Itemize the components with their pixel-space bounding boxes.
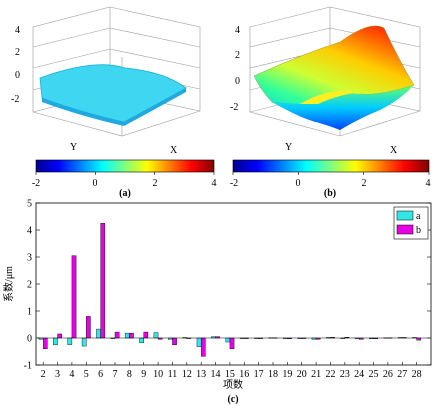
bar-b-2 (42, 337, 48, 350)
bar-b-13 (200, 337, 206, 357)
panel-b-colorbar-tick: -2 (230, 178, 238, 189)
x-tick-label: 27 (397, 369, 407, 380)
bar-b-11 (172, 337, 177, 345)
bar-a-13 (196, 337, 202, 347)
x-tick-label: 20 (297, 369, 307, 380)
legend-swatch-a (396, 210, 414, 221)
bar-a-3 (53, 337, 58, 345)
x-tick-label: 17 (254, 369, 264, 380)
x-tick-label: 7 (113, 369, 118, 380)
bar-b-9 (143, 331, 149, 339)
y-tick-label: 4 (27, 226, 32, 237)
panel-b-caption: (b) (324, 188, 336, 199)
x-tick-label: 5 (84, 369, 89, 380)
x-tick-label: 11 (168, 369, 178, 380)
panel-b-ztick: -2 (230, 102, 238, 113)
y-tick-label: 5 (27, 199, 32, 210)
panel-a-ztick: 2 (15, 47, 20, 58)
bar-a-6 (96, 328, 101, 339)
panel-b-surface-valley (272, 85, 414, 130)
surface-panel-a: 4 2 0 -2 Y X -2 0 2 4 (a) (11, 6, 217, 199)
panel-a-x-axis-label: X (170, 145, 178, 156)
bar-a-5 (81, 337, 87, 347)
bar-chart-x-axis-label: 项数 (223, 378, 243, 391)
x-tick-label: 4 (69, 369, 74, 380)
bar-chart-bars (38, 223, 422, 357)
x-tick-label: 19 (282, 369, 292, 380)
bar-b-4 (71, 255, 77, 339)
panel-b-ztick: 0 (235, 76, 240, 87)
bar-b-6 (100, 223, 106, 339)
panel-b-colorbar-tick: 0 (296, 178, 301, 189)
panel-a-ztick: 4 (15, 25, 20, 36)
panel-a-y-axis-label: Y (70, 142, 77, 153)
panel-a-colorbar-ticks (35, 172, 215, 175)
x-tick-label: 14 (211, 369, 221, 380)
panel-b-surface-ridge (300, 90, 362, 104)
bar-a-8 (124, 332, 130, 339)
panel-b-colorbar (232, 159, 430, 173)
panel-b-ztick: 2 (235, 50, 240, 61)
bar-b-3 (57, 333, 62, 339)
panel-b-x-axis-label: X (390, 145, 398, 156)
panel-a-colorbar-tick: 0 (93, 178, 98, 189)
x-tick-label: 24 (354, 369, 364, 380)
surface-panel-b: 4 2 0 -2 Y X -2 0 2 4 (b) (230, 6, 431, 199)
x-tick-label: 9 (141, 369, 146, 380)
bar-b-15 (229, 337, 235, 350)
panel-a-caption: (a) (119, 188, 131, 199)
x-tick-label: 16 (239, 369, 249, 380)
bar-a-15 (225, 337, 231, 343)
x-tick-label: 12 (182, 369, 192, 380)
x-tick-label: 15 (225, 369, 235, 380)
panel-a-surface (39, 64, 187, 123)
x-tick-label: 26 (383, 369, 393, 380)
x-tick-label: 18 (268, 369, 278, 380)
panel-a-colorbar (35, 159, 215, 173)
y-tick-label: 3 (27, 253, 32, 264)
panel-a-surface-edge (42, 88, 186, 126)
x-tick-label: 22 (325, 369, 335, 380)
x-tick-label: 21 (311, 369, 321, 380)
x-tick-label: 23 (340, 369, 350, 380)
bar-chart-legend: a b (393, 206, 429, 240)
panel-b-y-axis-label: Y (285, 142, 292, 153)
panel-a-ztick: 0 (15, 70, 20, 81)
panel-b-colorbar-tick: 2 (362, 178, 367, 189)
x-tick-label: 25 (369, 369, 379, 380)
legend-label-b: b (416, 225, 421, 236)
x-tick-label: 8 (127, 369, 132, 380)
legend-swatch-b (396, 224, 414, 235)
legend-label-a: a (416, 211, 421, 222)
x-tick-label: 13 (196, 369, 206, 380)
y-tick-label: 2 (27, 280, 32, 291)
y-tick-label: -1 (24, 361, 32, 372)
x-tick-label: 10 (153, 369, 163, 380)
y-tick-label: 1 (27, 307, 32, 318)
panel-b-colorbar-ticks (232, 172, 430, 175)
bar-b-7 (114, 331, 120, 339)
x-tick-label: 6 (98, 369, 103, 380)
x-tick-label: 3 (55, 369, 60, 380)
bar-chart-y-axis-label: 系数/μm (2, 266, 15, 302)
bar-a-4 (67, 337, 73, 345)
panel-b-colorbar-tick: 4 (426, 178, 431, 189)
panel-a-colorbar-tick: 4 (212, 178, 217, 189)
panel-a-colorbar-tick: -2 (32, 178, 40, 189)
bar-b-5 (86, 316, 91, 339)
panel-b-ztick: 4 (235, 25, 240, 36)
y-tick-label: 0 (27, 334, 32, 345)
bar-b-8 (129, 332, 134, 339)
bar-a-10 (153, 332, 159, 339)
bar-a-9 (139, 337, 144, 344)
bar-chart-caption: (c) (227, 394, 238, 405)
x-tick-label: 2 (41, 369, 46, 380)
bar-b-28 (416, 337, 422, 341)
panel-a-ztick: -2 (11, 94, 19, 105)
x-tick-label: 28 (412, 369, 422, 380)
panel-a-colorbar-tick: 2 (153, 178, 158, 189)
